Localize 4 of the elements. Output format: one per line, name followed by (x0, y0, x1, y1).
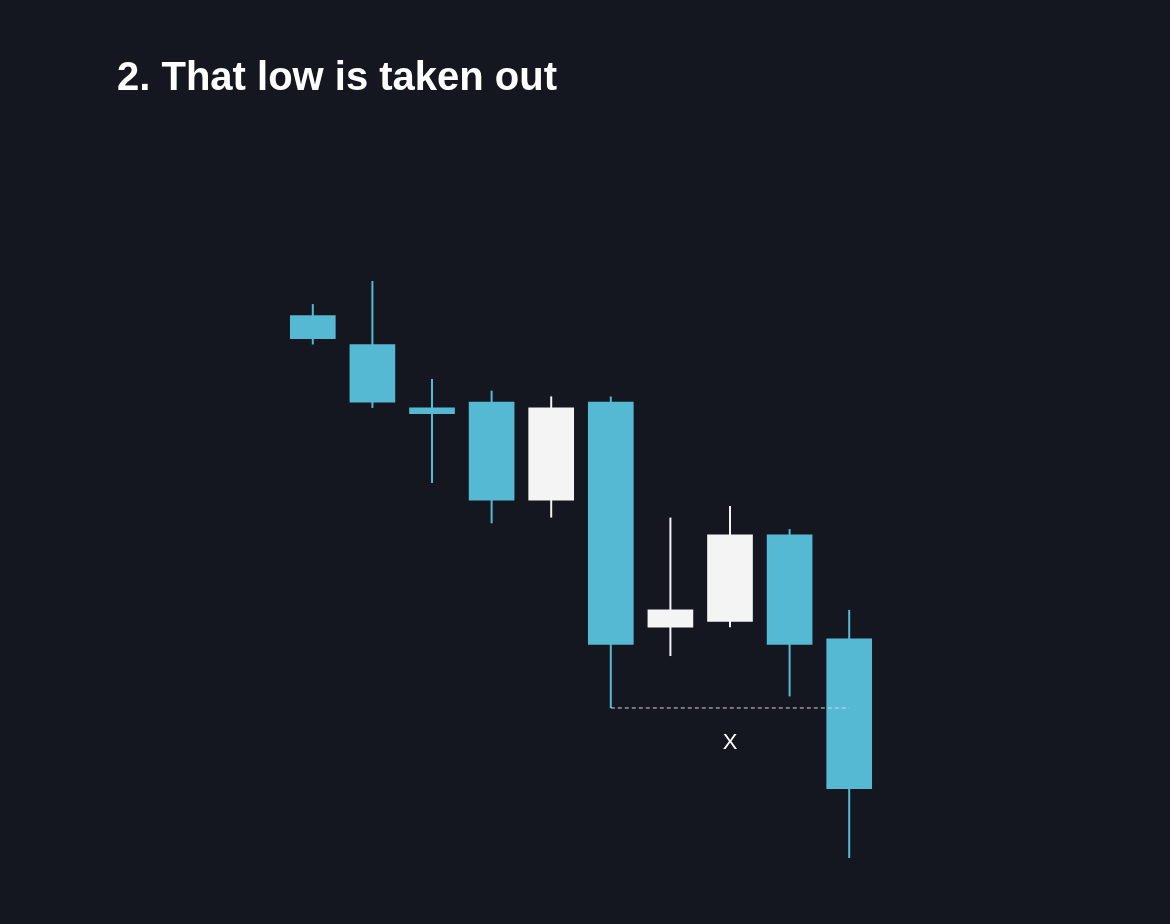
ref-line-label: X (722, 729, 738, 755)
chart-title: 2. That low is taken out (117, 54, 558, 99)
candlestick (409, 378, 455, 484)
candlestick (647, 516, 694, 658)
